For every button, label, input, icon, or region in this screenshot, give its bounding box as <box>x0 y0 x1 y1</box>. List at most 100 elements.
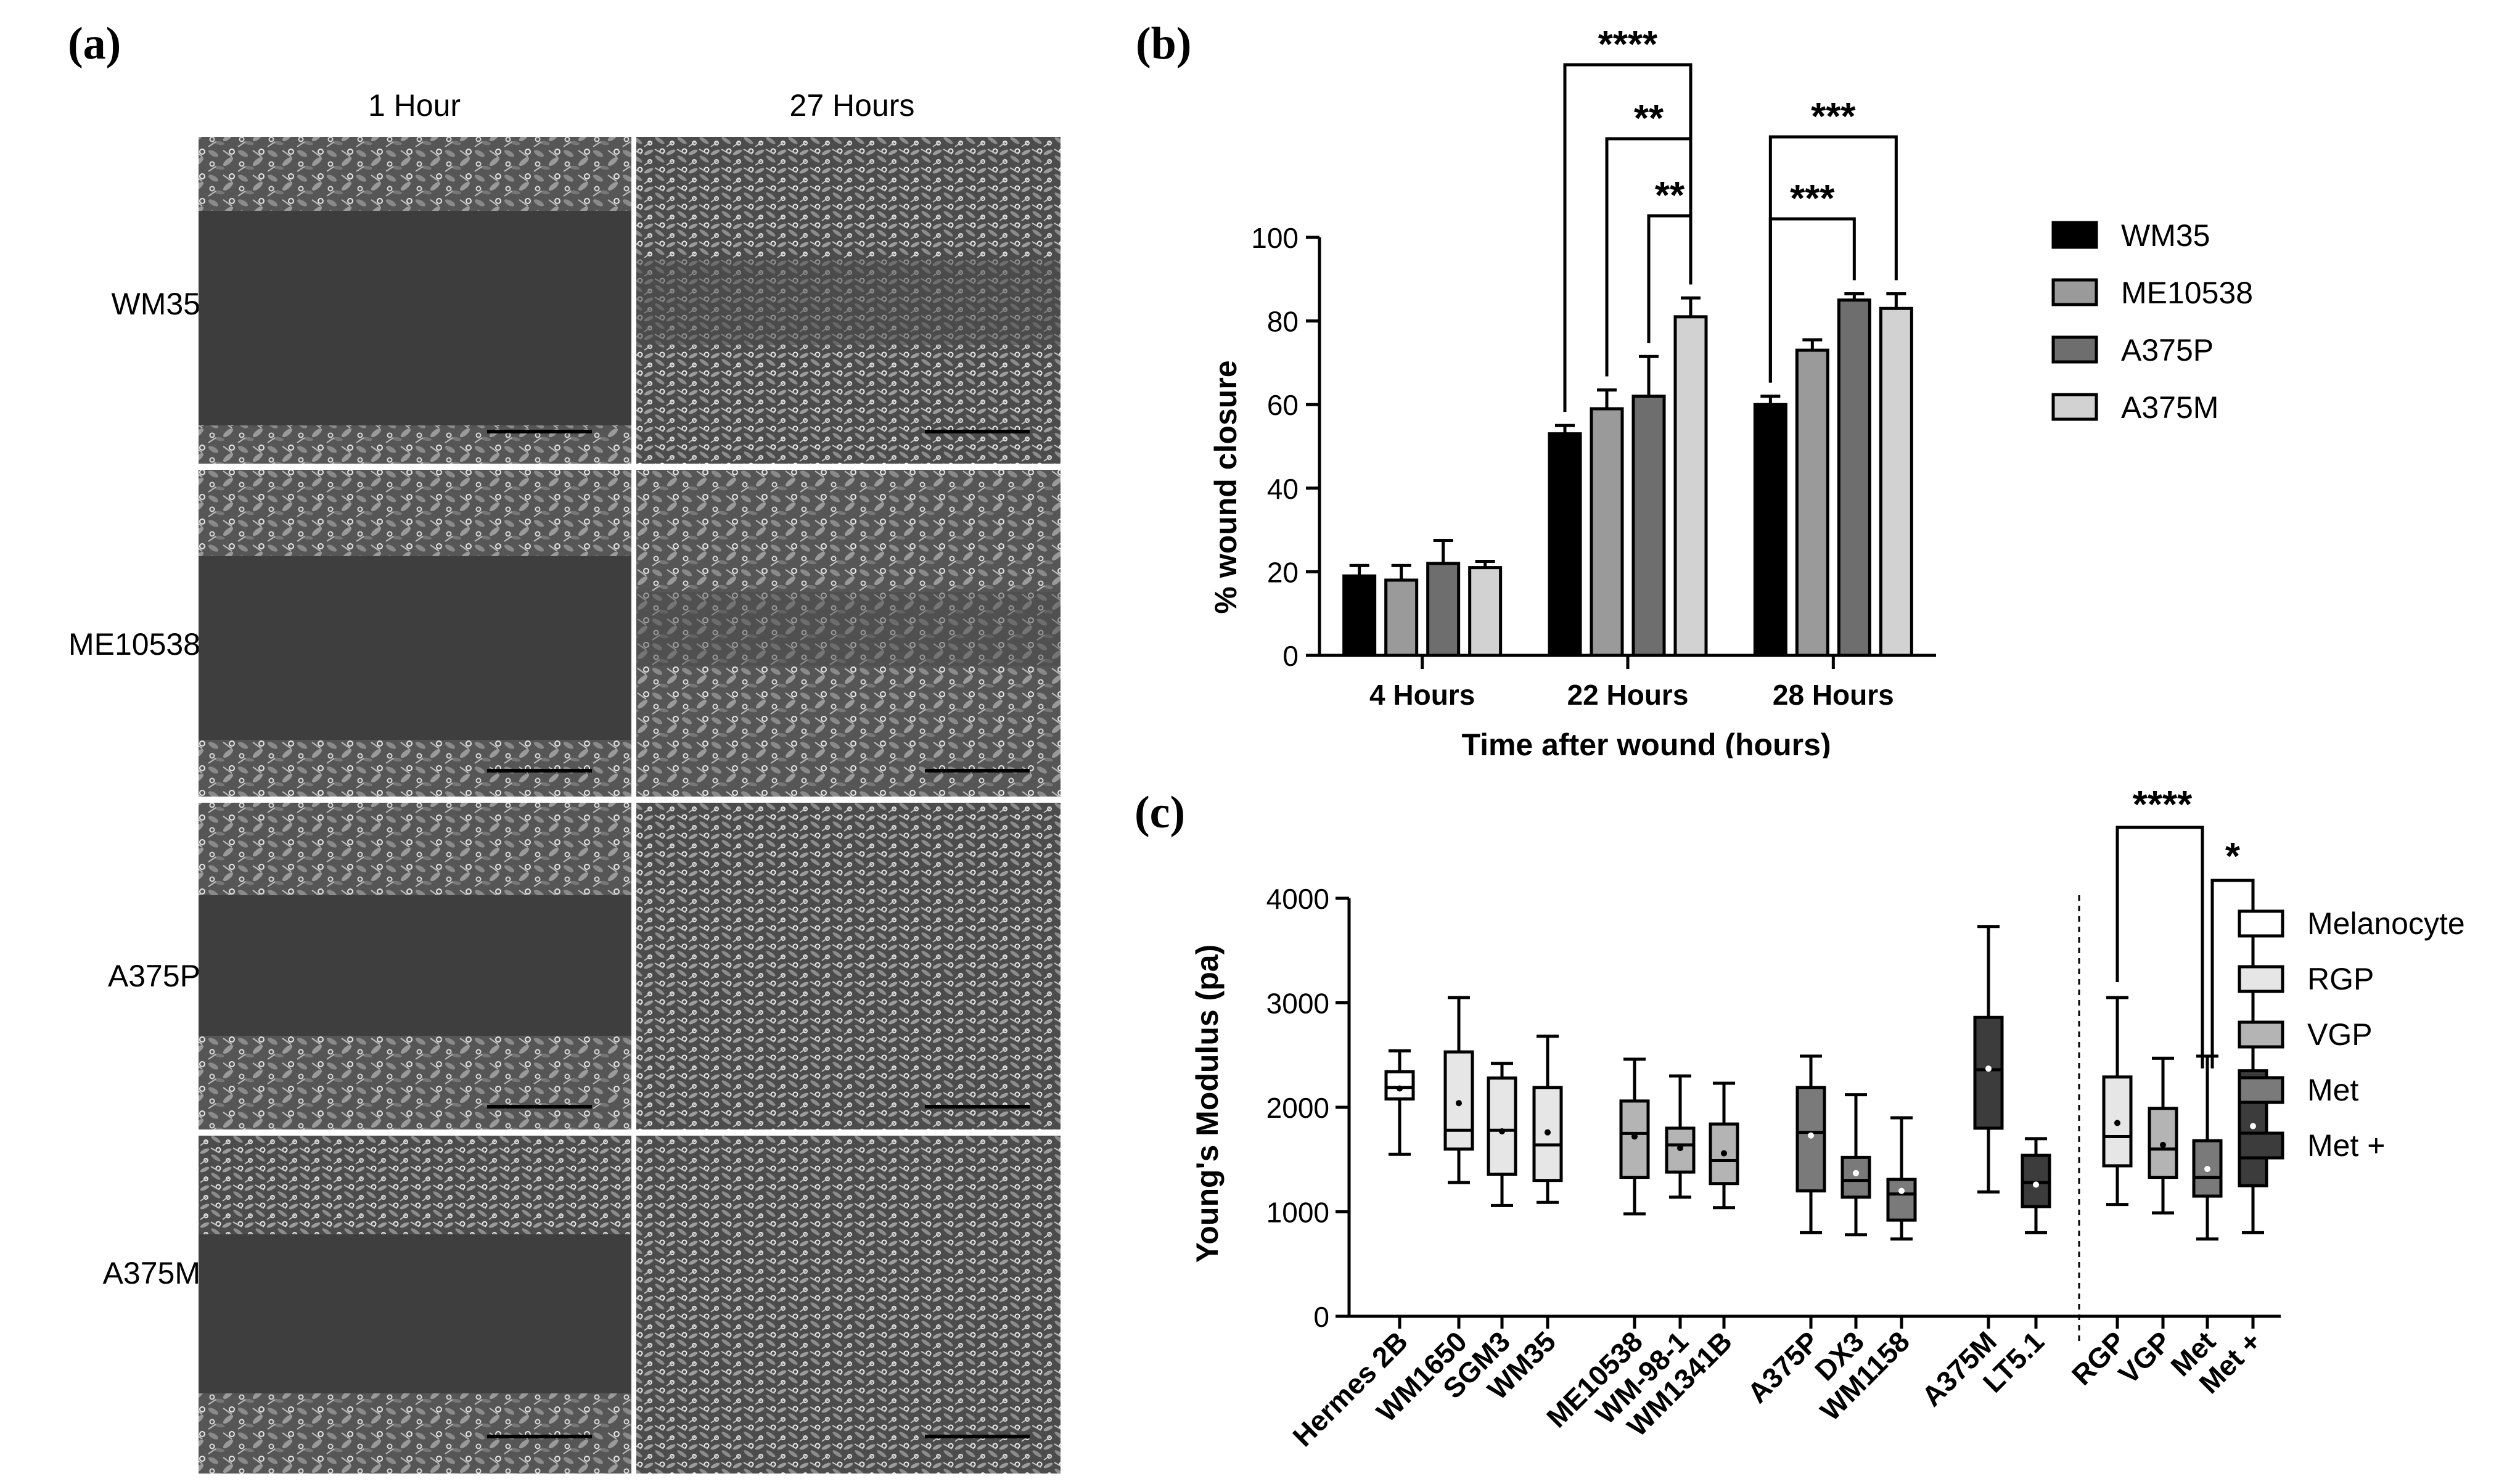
legend-label-melanocyte: Melanocyte <box>2307 906 2465 941</box>
micrograph-a375p-27h <box>636 803 1061 1129</box>
row-label-a375m: A375M <box>103 1256 200 1290</box>
bar-y-tick-label: 80 <box>1267 306 1299 338</box>
column-label-27h: 27 Hours <box>790 88 915 123</box>
bar-y-tick-label: 60 <box>1267 389 1299 421</box>
legend-label-rgp: RGP <box>2307 962 2374 996</box>
bar-significance: ************** <box>1563 23 1898 412</box>
significance-bracket <box>1768 135 1898 383</box>
legend-swatch-wm35 <box>2051 221 2098 249</box>
significance-stars: ** <box>1655 174 1685 217</box>
significance-stars: * <box>2225 835 2241 878</box>
micrograph-a375m-1h <box>199 1136 631 1474</box>
panel-label-b: (b) <box>1136 18 1191 69</box>
bar-y-tick-label: 40 <box>1267 473 1299 505</box>
box-wm-98-1 <box>1665 1126 1696 1174</box>
legend-swatch-me10538 <box>2051 278 2098 306</box>
bar-x-axis-label: Time after wound (hours) <box>1461 728 1831 758</box>
legend-label-a375p: A375P <box>2121 333 2214 367</box>
mean-wm1158 <box>1898 1187 1905 1194</box>
bar-a375m-28-hours <box>1879 306 1913 657</box>
bar-a375m-4-hours <box>1468 566 1503 657</box>
mean-met <box>2250 1123 2256 1129</box>
mean-wm35 <box>1545 1129 1551 1136</box>
bar-axes: 0 20 40 60 80 100 4 Hours 22 Hours 28 Hours <box>1251 222 1936 711</box>
micrograph-a375p-1h <box>199 803 631 1129</box>
legend-swatch-a375p <box>2051 335 2098 364</box>
bar-y-tick-label: 20 <box>1267 556 1299 588</box>
mean-me10538 <box>1631 1133 1638 1140</box>
bar-me10538-22-hours <box>1590 407 1624 657</box>
significance-bracket <box>2210 879 2255 1068</box>
mean-a375m <box>1985 1065 1992 1072</box>
bar-marks <box>1342 292 1913 657</box>
micrograph-me10538-1h <box>199 470 631 797</box>
bar-legend: WM35 ME10538 A375P A375M <box>2051 218 2253 425</box>
box-y-tick-label: 0 <box>1313 1301 1329 1333</box>
legend-label-met: Met <box>2307 1073 2358 1107</box>
legend-label-wm35: WM35 <box>2121 218 2210 253</box>
panel-label-c: (c) <box>1135 787 1185 838</box>
bar-x-tick-label: 28 Hours <box>1773 679 1894 711</box>
row-label-me10538: ME10538 <box>68 627 200 662</box>
box-a375m <box>1973 1015 2004 1130</box>
micrograph-a375m-27h <box>636 1136 1061 1474</box>
significance-stars: **** <box>1598 23 1658 66</box>
micrograph-wm35-1h <box>199 137 631 464</box>
bar-wm35-4-hours <box>1342 574 1377 657</box>
box-lt5-1 <box>2021 1154 2051 1208</box>
box-vgp <box>2148 1107 2178 1179</box>
mean-wm1650 <box>1456 1100 1462 1107</box>
box-a375p <box>1795 1086 1826 1193</box>
mean-sgm3 <box>1499 1128 1505 1134</box>
box-significance: ***** <box>2115 784 2255 1068</box>
legend-swatch-vgp <box>2238 1020 2284 1049</box>
bar-y-tick-label: 100 <box>1251 222 1299 254</box>
mean-wm1341b <box>1721 1150 1727 1157</box>
mean-dx3 <box>1853 1170 1859 1176</box>
legend-label-vgp: VGP <box>2307 1017 2373 1052</box>
column-label-1h: 1 Hour <box>368 88 461 123</box>
box-hermes-2b <box>1384 1070 1415 1101</box>
bar-a375p-22-hours <box>1631 395 1666 657</box>
bar-wm35-28-hours <box>1753 403 1787 657</box>
bar-x-tick-label: 4 Hours <box>1369 679 1475 711</box>
significance-bracket <box>1605 137 1693 377</box>
legend-swatch-met <box>2238 1131 2284 1160</box>
box-y-tick-label: 1000 <box>1266 1197 1329 1229</box>
mean-rgp <box>2114 1120 2120 1126</box>
legend-label-met: Met + <box>2307 1128 2385 1163</box>
bar-me10538-4-hours <box>1384 578 1419 657</box>
micrograph-me10538-27h <box>636 470 1061 797</box>
row-label-wm35: WM35 <box>112 287 200 321</box>
legend-swatch-a375m <box>2051 393 2098 421</box>
legend-swatch-met <box>2238 1076 2284 1104</box>
micrograph-wm35-27h <box>636 137 1061 464</box>
bar-y-axis-label: % wound closure <box>1208 360 1243 613</box>
significance-bracket <box>1563 63 1693 412</box>
mean-lt5-1 <box>2033 1181 2039 1188</box>
significance-stars: *** <box>1811 96 1856 138</box>
bar-x-tick-label: 22 Hours <box>1567 679 1689 711</box>
box-sgm3 <box>1487 1076 1517 1176</box>
mean-vgp <box>2160 1142 2166 1149</box>
micrograph-panel: (a) 1 Hour 27 Hours WM35 ME10538 A375P A… <box>68 18 1061 1474</box>
legend-label-a375m: A375M <box>2121 390 2218 425</box>
significance-stars: **** <box>2133 784 2193 826</box>
box-y-tick-label: 2000 <box>1266 1092 1329 1124</box>
box-y-axis-label: Young's Modulus (pa) <box>1190 945 1225 1263</box>
significance-bracket <box>1768 217 1856 383</box>
legend-swatch-melanocyte <box>2238 909 2284 938</box>
legend-label-me10538: ME10538 <box>2121 276 2253 310</box>
mean-a375p <box>1808 1132 1814 1139</box>
bar-wm35-22-hours <box>1548 432 1582 657</box>
bar-a375p-28-hours <box>1837 298 1871 657</box>
significance-bracket <box>2115 826 2204 1068</box>
box-y-tick-label: 3000 <box>1266 988 1329 1020</box>
mean-hermes-2b <box>1397 1085 1403 1092</box>
bar-y-tick-label: 0 <box>1282 640 1299 672</box>
mean-met <box>2204 1166 2210 1173</box>
box-dx3 <box>1840 1155 1871 1199</box>
bar-a375m-22-hours <box>1673 315 1708 657</box>
